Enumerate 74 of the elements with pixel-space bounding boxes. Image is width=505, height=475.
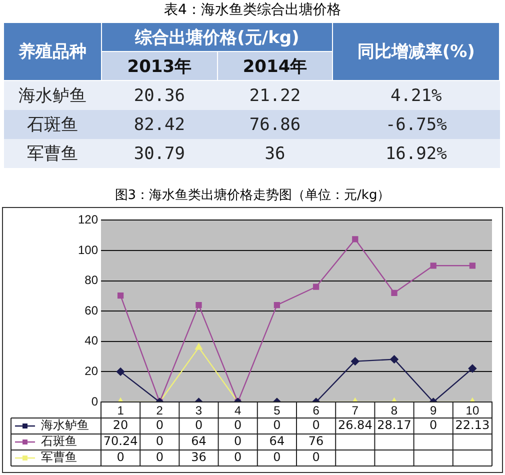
point <box>468 364 477 373</box>
point <box>352 236 358 242</box>
text: 4.21% <box>390 86 442 106</box>
point <box>116 368 125 376</box>
chart-title: 图3：海水鱼类出塘价格走势图（单位：元/kg） <box>114 187 392 205</box>
point <box>351 357 360 366</box>
data-label: 36 <box>191 450 206 464</box>
data-label: 64 <box>191 434 206 448</box>
legend-label: 海水鲈鱼 <box>41 418 89 432</box>
text: 综合出塘价格(元/kg) <box>102 22 333 52</box>
text: 30.79 <box>134 144 186 164</box>
x-tick-label: 1 <box>117 404 124 418</box>
point <box>117 292 124 299</box>
y-tick-label: 0 <box>91 394 98 408</box>
y-tick-label: 120 <box>78 212 98 227</box>
text: 表4：海水鱼类综合出塘价格 <box>163 1 342 20</box>
data-label: 0 <box>234 418 242 432</box>
data-label: 28.17 <box>377 418 412 432</box>
data-label: 76 <box>308 434 324 448</box>
category-label: 2014年 <box>217 52 333 80</box>
data-label: 0 <box>273 450 281 464</box>
data-label: 0 <box>312 418 320 432</box>
data-label: 0 <box>116 450 124 464</box>
data-label: 0 <box>312 450 320 464</box>
data-label: 20 <box>112 418 128 432</box>
category-label: 同比增减率(%) <box>332 22 500 80</box>
text: 36 <box>264 144 286 164</box>
y-tick-label: 100 <box>78 242 98 257</box>
data-label: 0 <box>194 418 203 432</box>
data-label: 22.13 <box>455 418 490 432</box>
point <box>430 262 436 269</box>
text: 16.92% <box>385 144 447 164</box>
x-tick-label: 8 <box>390 404 398 418</box>
x-tick-label: 10 <box>466 404 480 418</box>
data-label: 0 <box>156 450 164 464</box>
data-label: 26.84 <box>338 418 372 432</box>
y-tick-label: 80 <box>84 273 98 288</box>
legend-label: 石斑鱼 <box>41 434 77 448</box>
text: 养殖品种 <box>4 22 102 80</box>
y-tick-label: 40 <box>84 334 98 348</box>
y-tick-label: 60 <box>84 303 98 318</box>
x-tick-label: 3 <box>195 404 202 418</box>
data-label: 0 <box>234 450 242 464</box>
category-label: 军曹鱼 <box>27 144 78 164</box>
category-label: 海水鲈鱼 <box>18 86 87 106</box>
x-tick-label: 2 <box>156 404 164 418</box>
point <box>195 343 202 350</box>
x-tick-label: 5 <box>274 404 281 418</box>
category-label: 2013年 <box>102 52 218 80</box>
point <box>390 355 398 364</box>
point <box>312 284 320 290</box>
text: 20.36 <box>134 86 186 106</box>
point <box>196 302 202 308</box>
data-label: 0 <box>156 418 164 432</box>
text: -6.75% <box>385 114 447 134</box>
x-tick-label: 7 <box>352 404 359 418</box>
data-label: 0 <box>430 418 438 432</box>
data-label: 0 <box>234 434 242 448</box>
data-label: 0 <box>273 418 281 432</box>
text: 21.22 <box>249 86 301 106</box>
point <box>391 290 398 296</box>
y-tick-label: 20 <box>84 364 98 378</box>
text: 82.42 <box>134 114 186 134</box>
x-tick-label: 9 <box>430 404 438 418</box>
data-label: 70.24 <box>103 434 138 448</box>
text: 76.86 <box>249 114 301 134</box>
x-tick-label: 4 <box>234 404 242 418</box>
data-label: 0 <box>156 434 164 448</box>
point <box>274 302 280 308</box>
category-label: 石斑鱼 <box>27 115 78 135</box>
legend-label: 军曹鱼 <box>41 450 77 464</box>
data-label: 64 <box>269 434 285 448</box>
x-tick-label: 6 <box>312 404 320 418</box>
point <box>469 262 476 269</box>
